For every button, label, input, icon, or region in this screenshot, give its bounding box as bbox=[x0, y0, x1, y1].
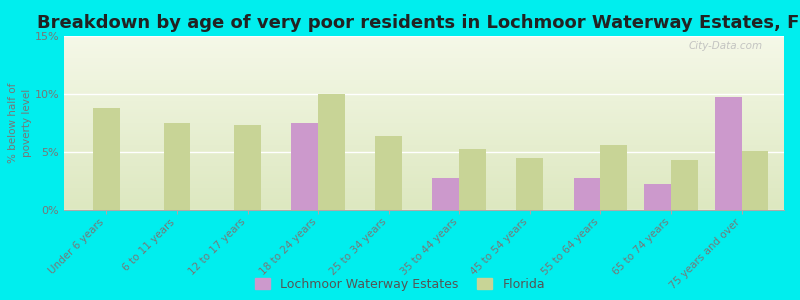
Bar bbox=[318, 94, 345, 210]
Bar bbox=[459, 148, 486, 210]
Bar bbox=[93, 108, 120, 210]
Legend: Lochmoor Waterway Estates, Florida: Lochmoor Waterway Estates, Florida bbox=[255, 278, 545, 291]
Bar bbox=[291, 123, 318, 210]
Bar bbox=[715, 98, 742, 210]
Text: City-Data.com: City-Data.com bbox=[688, 41, 762, 51]
Bar bbox=[234, 125, 261, 210]
Bar bbox=[517, 158, 543, 210]
Bar bbox=[601, 145, 627, 210]
Title: Breakdown by age of very poor residents in Lochmoor Waterway Estates, FL: Breakdown by age of very poor residents … bbox=[37, 14, 800, 32]
Bar bbox=[742, 151, 769, 210]
Bar bbox=[163, 123, 190, 210]
Bar bbox=[574, 178, 601, 210]
Bar bbox=[375, 136, 402, 210]
Bar bbox=[644, 184, 671, 210]
Bar bbox=[433, 178, 459, 210]
Y-axis label: % below half of
poverty level: % below half of poverty level bbox=[8, 83, 32, 163]
Bar bbox=[671, 160, 698, 210]
